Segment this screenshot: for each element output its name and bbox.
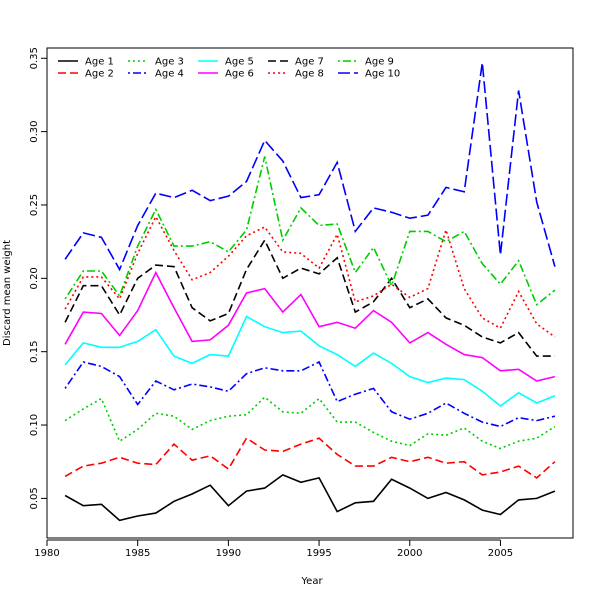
legend-label-age-5: Age 5: [225, 57, 254, 68]
x-tick-label-1980: 1980: [34, 548, 59, 559]
legend-label-age-6: Age 6: [225, 69, 254, 80]
series-line-age-7: [64, 238, 555, 357]
axes-layer: 1980 1985 1990 1995 2000 2005 0.05 0.10 0.15 0.20…: [29, 47, 513, 559]
y-tick-label-0.35: 0.35: [29, 47, 40, 69]
x-tick-label-2005: 2005: [488, 548, 513, 559]
series-line-age-5: [64, 315, 556, 408]
legend-label-age-8: Age 8: [295, 69, 324, 80]
y-tick-label-0.15: 0.15: [29, 341, 40, 363]
legend-label-age-2: Age 2: [85, 69, 114, 80]
x-axis-label: Year: [300, 576, 323, 587]
legend-label-age-4: Age 4: [155, 69, 184, 80]
legend-label-age-3: Age 3: [155, 57, 184, 68]
legend-label-age-10: Age 10: [365, 69, 400, 80]
series-line-age-10: [64, 62, 556, 272]
y-axis-label: Discard mean weight: [2, 240, 13, 346]
x-tick-label-2000: 2000: [397, 548, 422, 559]
series-line-age-6: [64, 270, 556, 382]
series-line-age-9: [64, 156, 556, 306]
plot-frame: [46, 47, 574, 539]
x-tick-label-1995: 1995: [306, 548, 331, 559]
series-layer: [64, 62, 556, 522]
y-tick-label-0.30: 0.30: [29, 120, 40, 142]
legend-label-age-9: Age 9: [365, 57, 394, 68]
y-tick-label-0.05: 0.05: [29, 487, 40, 509]
y-tick-label-0.10: 0.10: [29, 414, 40, 436]
y-tick-label-0.20: 0.20: [29, 267, 40, 289]
series-line-age-1: [64, 473, 556, 522]
series-line-age-3: [64, 396, 556, 450]
y-tick-label-0.25: 0.25: [29, 194, 40, 216]
series-line-age-2: [64, 437, 556, 479]
legend-label-age-1: Age 1: [85, 57, 114, 68]
legend-label-age-7: Age 7: [295, 57, 324, 68]
series-line-age-4: [64, 360, 556, 428]
series-line-age-8: [64, 214, 556, 338]
x-tick-label-1985: 1985: [125, 548, 150, 559]
x-tick-label-1990: 1990: [216, 548, 241, 559]
